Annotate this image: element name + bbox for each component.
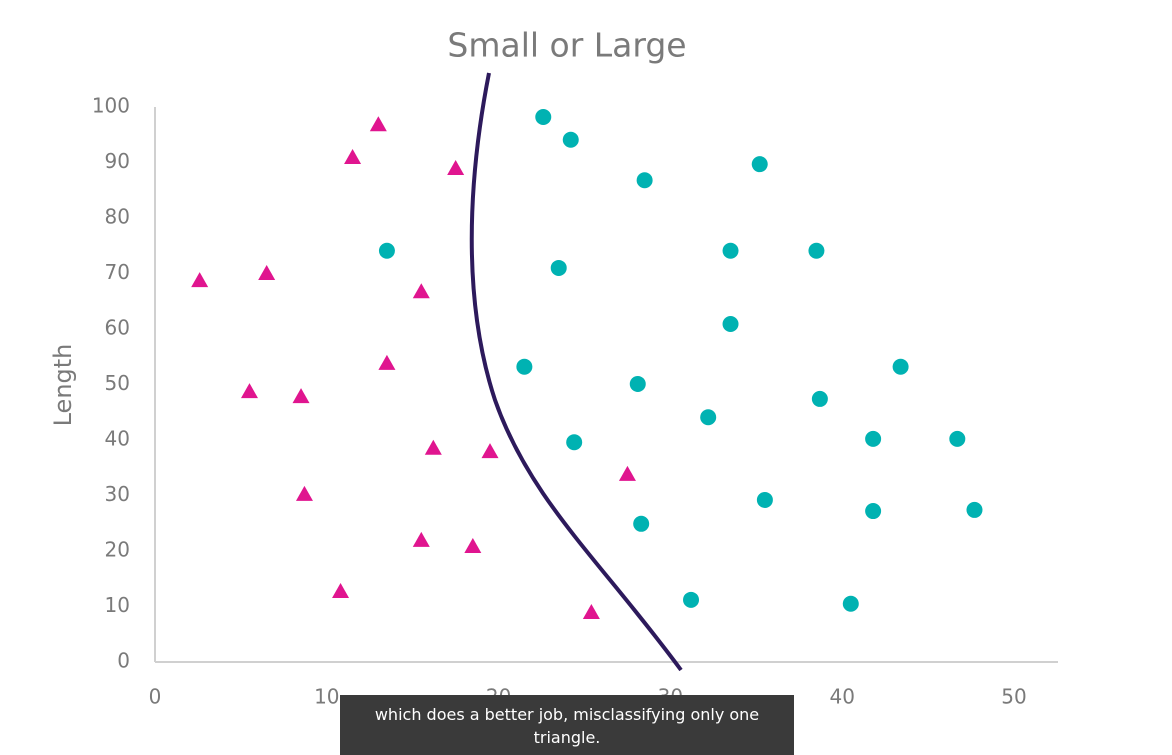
triangle-point — [412, 283, 430, 299]
circle-point — [751, 156, 768, 173]
circle-point — [808, 242, 825, 259]
y-tick-label: 40 — [105, 427, 130, 451]
circle-point — [629, 375, 646, 392]
triangle-point — [292, 388, 310, 404]
triangle-point — [582, 604, 600, 620]
circle-point — [636, 172, 653, 189]
x-tick-label: 40 — [829, 685, 854, 709]
circle-point — [892, 358, 909, 375]
circle-point — [378, 242, 395, 259]
y-tick-label: 0 — [117, 649, 130, 673]
x-tick-label: 10 — [314, 685, 339, 709]
circle-point — [550, 259, 567, 276]
triangle-point — [369, 116, 387, 132]
circle-point — [865, 503, 882, 520]
triangle-point — [464, 538, 482, 554]
circle-point — [865, 430, 882, 447]
y-tick-label: 50 — [105, 371, 130, 395]
y-axis-label: Length — [49, 344, 77, 427]
triangle-point — [332, 582, 350, 598]
y-tick-label: 80 — [105, 205, 130, 229]
y-tick-label: 90 — [105, 149, 130, 173]
y-tick-label: 20 — [105, 538, 130, 562]
triangle-point — [424, 439, 442, 455]
triangle-point — [447, 160, 465, 176]
y-tick-label: 70 — [105, 260, 130, 284]
x-tick-label: 50 — [1001, 685, 1026, 709]
triangle-point — [344, 148, 362, 164]
decision-boundary — [469, 72, 683, 672]
circle-point — [683, 591, 700, 608]
y-tick-label: 30 — [105, 482, 130, 506]
circle-point — [566, 434, 583, 451]
circle-point — [633, 515, 650, 532]
triangle-point — [240, 383, 258, 399]
y-tick-label: 10 — [105, 593, 130, 617]
circle-point — [516, 358, 533, 375]
triangle-point — [618, 465, 636, 481]
y-tick-label: 60 — [105, 316, 130, 340]
triangle-point — [378, 354, 396, 370]
circle-point — [966, 501, 983, 518]
circle-point — [535, 108, 552, 125]
triangle-point — [191, 272, 209, 288]
circle-point — [722, 242, 739, 259]
circle-point — [949, 430, 966, 447]
circle-point — [722, 316, 739, 333]
triangle-point — [481, 443, 499, 459]
circle-point — [700, 409, 717, 426]
chart-title: Small or Large — [447, 26, 686, 65]
y-tick-label: 100 — [92, 94, 130, 118]
triangle-point — [258, 264, 276, 280]
circle-point — [562, 131, 579, 148]
triangle-point — [412, 531, 430, 547]
triangle-point — [295, 485, 313, 501]
circle-point — [842, 595, 859, 612]
circle-point — [756, 491, 773, 508]
circle-point — [811, 390, 828, 407]
caption: which does a better job, misclassifying … — [340, 695, 794, 755]
x-tick-label: 0 — [149, 685, 162, 709]
